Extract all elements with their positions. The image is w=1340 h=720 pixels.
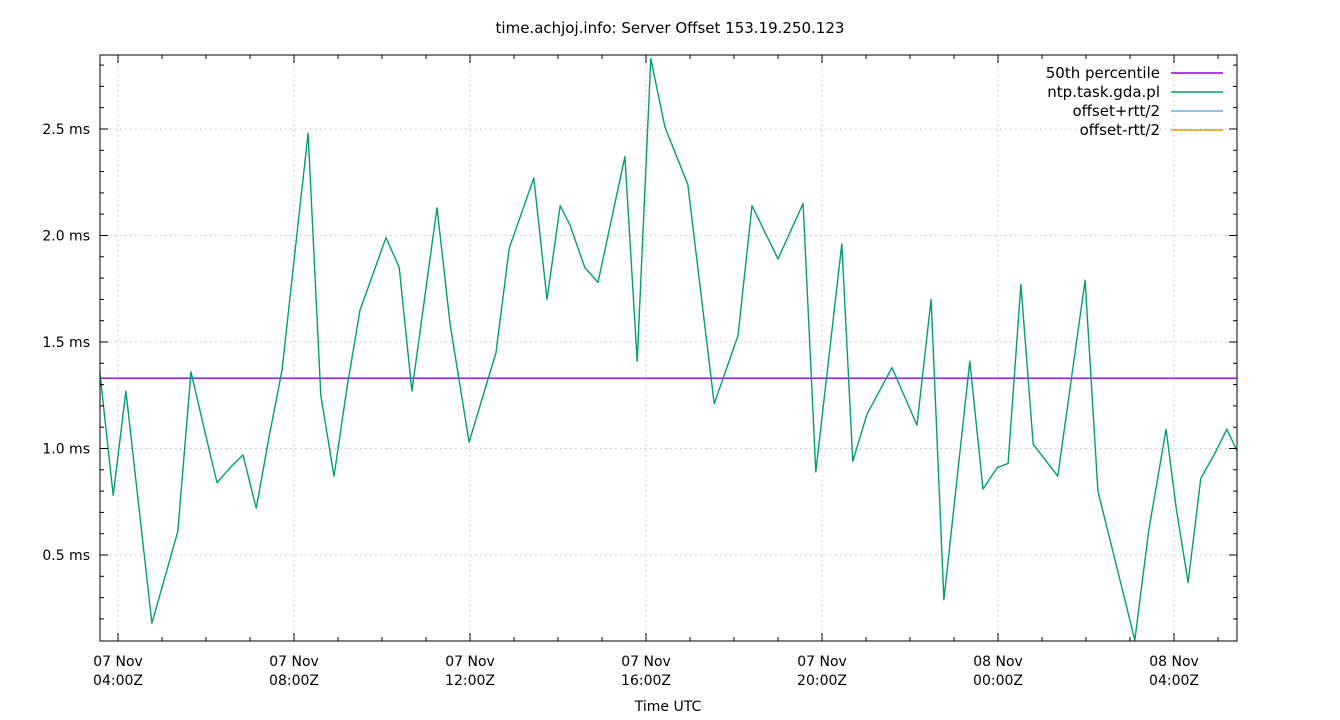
x-tick-label-time: 04:00Z: [1149, 673, 1199, 689]
x-tick-label-time: 12:00Z: [445, 673, 495, 689]
x-tick-label-time: 00:00Z: [973, 673, 1023, 689]
x-tick-label-date: 07 Nov: [93, 654, 143, 670]
legend-label-offset-rtt-2: offset+rtt/2: [1072, 102, 1160, 120]
y-tick-label: 2.5 ms: [42, 122, 90, 138]
legend-label-offset-rtt-2: offset-rtt/2: [1080, 121, 1160, 139]
legend-label-50th-percentile: 50th percentile: [1046, 64, 1160, 82]
x-tick-label-date: 07 Nov: [621, 654, 671, 670]
legend: 50th percentilentp.task.gda.ploffset+rtt…: [1046, 64, 1223, 139]
x-tick-label-date: 08 Nov: [1149, 654, 1199, 670]
series-line-ntp-task-gda-pl: [99, 58, 1238, 641]
x-tick-label-time: 16:00Z: [621, 673, 671, 689]
x-tick-label-date: 07 Nov: [797, 654, 847, 670]
y-tick-label: 0.5 ms: [42, 548, 90, 564]
chart-title: time.achjoj.info: Server Offset 153.19.2…: [496, 19, 845, 37]
plot-border: [99, 54, 1238, 642]
legend-label-ntp-task-gda-pl: ntp.task.gda.pl: [1047, 83, 1160, 101]
y-tick-label: 2.0 ms: [42, 229, 90, 245]
x-tick-label-date: 07 Nov: [269, 654, 319, 670]
y-tick-label: 1.0 ms: [42, 442, 90, 458]
x-tick-label-date: 07 Nov: [445, 654, 495, 670]
x-tick-label-time: 04:00Z: [93, 673, 143, 689]
axes-tick-labels: 0.5 ms 1.0 ms 1.5 ms 2.0 ms 2.5 ms 07 Nov 04:0…: [42, 122, 1199, 689]
x-tick-label-time: 08:00Z: [269, 673, 319, 689]
grid-lines: [100, 55, 1237, 641]
x-axis-title: Time UTC: [634, 699, 702, 715]
y-tick-label: 1.5 ms: [42, 335, 90, 351]
axes-ticks: [100, 55, 1237, 641]
x-tick-label-date: 08 Nov: [973, 654, 1023, 670]
x-tick-label-time: 20:00Z: [797, 673, 847, 689]
